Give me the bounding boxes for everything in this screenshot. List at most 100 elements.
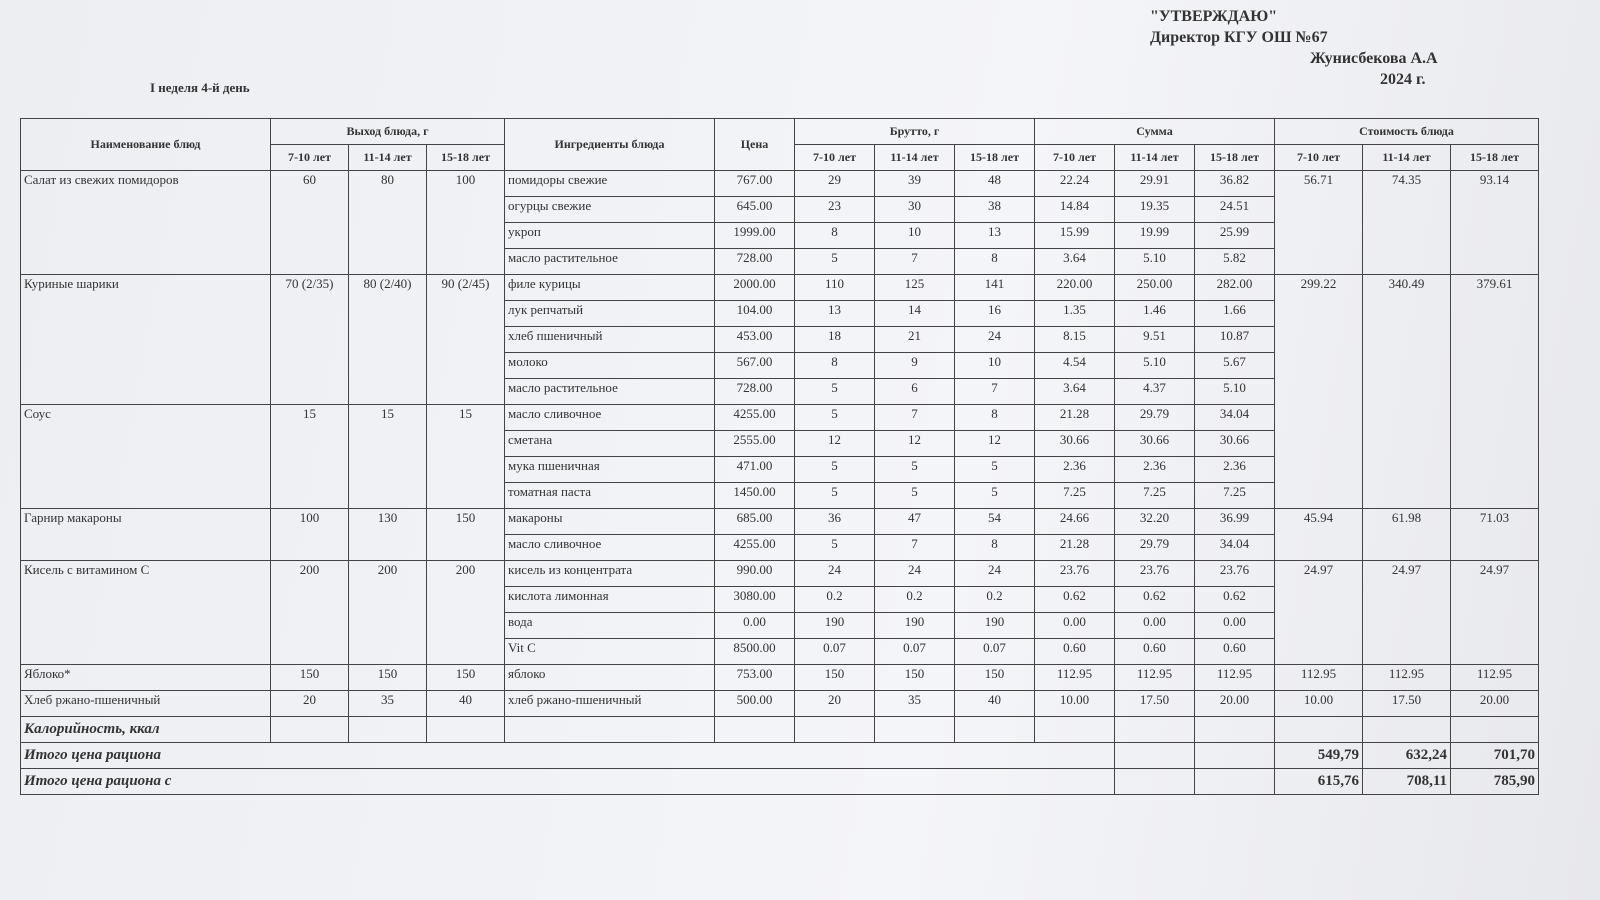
ingredient-value: 12: [874, 430, 955, 457]
ingredient-value: 21: [874, 326, 955, 353]
table-row: молоко 567.00 8 9 10 4.54 5.10 5.67: [21, 352, 1539, 379]
ingredient-name: молоко: [504, 352, 715, 379]
ingredient-value: 20.00: [1194, 690, 1275, 717]
age-header: 15-18 лет: [426, 144, 505, 171]
ingredient-value: 23: [794, 196, 875, 223]
header-cell: Цена: [714, 118, 795, 171]
ingredient-value: 0.00: [1034, 612, 1115, 639]
ingredient-value: 8.15: [1034, 326, 1115, 353]
table-row: вода 0.00 190 190 190 0.00 0.00 0.00: [21, 612, 1539, 639]
ingredient-value: 5.82: [1194, 248, 1275, 275]
empty-cell: [794, 716, 875, 743]
dish-output: 100: [270, 508, 349, 561]
dish-output: 70 (2/35): [270, 274, 349, 405]
ingredient-value: 34.04: [1194, 534, 1275, 561]
table-row: Кисель с витамином С 200 200 200 кисель из к…: [20, 560, 1539, 665]
empty-cell: [1194, 768, 1275, 795]
ingredient-value: 453.00: [714, 326, 795, 353]
ingredient-value: 125: [874, 274, 955, 301]
empty-cell: [1114, 716, 1195, 743]
ingredient-value: 24.51: [1194, 196, 1275, 223]
total-value: 785,90: [1450, 768, 1539, 795]
ingredient-value: 29: [794, 170, 875, 197]
age-header: 7-10 лет: [270, 144, 349, 171]
ingredient-value: 7.25: [1194, 482, 1275, 509]
empty-cell: [954, 716, 1035, 743]
ingredient-value: 0.60: [1194, 638, 1275, 665]
table-row: огурцы свежие 645.00 23 30 38 14.84 19.35 24.51: [21, 196, 1539, 223]
ingredient-value: 4255.00: [714, 534, 795, 561]
dish-output: 100: [426, 170, 505, 275]
ingredient-value: 500.00: [714, 690, 795, 717]
ingredient-value: 728.00: [714, 378, 795, 405]
ingredient-value: 20: [794, 690, 875, 717]
table-row: Салат из свежих помидоров 60 80 100 помидоры…: [20, 170, 1539, 275]
ingredient-value: 30.66: [1114, 430, 1195, 457]
dish-cost: 379.61: [1450, 274, 1539, 509]
age-header: 7-10 лет: [1274, 144, 1363, 171]
dish-cost: 24.97: [1450, 560, 1539, 665]
ingredient-value: 23.76: [1114, 560, 1195, 587]
calories-label: Калорийность, ккал: [20, 716, 271, 743]
dish-output: 80: [348, 170, 427, 275]
ingredient-value: 35: [874, 690, 955, 717]
ingredient-value: 0.2: [794, 586, 875, 613]
ingredient-value: 1999.00: [714, 222, 795, 249]
ingredient-value: 9.51: [1114, 326, 1195, 353]
ingredient-value: 40: [954, 690, 1035, 717]
ingredient-value: 5: [794, 248, 875, 275]
ingredient-value: 3.64: [1034, 248, 1115, 275]
total-value: 701,70: [1450, 742, 1539, 769]
dish-cost: 299.22: [1274, 274, 1363, 509]
ingredient-value: 5: [794, 456, 875, 483]
dish-output: 200: [426, 560, 505, 665]
ingredient-value: 29.79: [1114, 404, 1195, 431]
dish-output: 150: [426, 508, 505, 561]
ingredient-value: 14: [874, 300, 955, 327]
ingredient-name: кислота лимонная: [504, 586, 715, 613]
ingredient-value: 23.76: [1194, 560, 1275, 587]
empty-cell: [1034, 716, 1115, 743]
ingredient-name: масло сливочное: [504, 534, 715, 561]
ingredient-value: 5: [874, 482, 955, 509]
ingredient-value: 1.35: [1034, 300, 1115, 327]
ingredient-value: 5.10: [1114, 352, 1195, 379]
ingredient-value: 24: [954, 560, 1035, 587]
dish-cost: 93.14: [1450, 170, 1539, 275]
ingredient-value: 7: [874, 404, 955, 431]
dish-cost: 112.95: [1362, 664, 1451, 691]
ingredient-value: 0.2: [954, 586, 1035, 613]
table-row: Калорийность, ккал: [20, 716, 1539, 743]
ingredient-value: 8: [794, 222, 875, 249]
empty-cell: [348, 716, 427, 743]
ingredient-value: 38: [954, 196, 1035, 223]
dish-cost: 112.95: [1274, 664, 1363, 691]
approval-date: 2024 г.: [1380, 71, 1426, 88]
ingredient-value: 5: [874, 456, 955, 483]
dish-output: 60: [270, 170, 349, 275]
ingredient-value: 21.28: [1034, 534, 1115, 561]
ingredient-name: макароны: [504, 508, 715, 535]
ingredient-value: 10: [874, 222, 955, 249]
ingredient-value: 150: [794, 664, 875, 691]
ingredient-value: 24.66: [1034, 508, 1115, 535]
ingredient-value: 8: [954, 248, 1035, 275]
ingredient-name: яблоко: [504, 664, 715, 691]
ingredient-name: томатная паста: [504, 482, 715, 509]
dish-cost: 71.03: [1450, 508, 1539, 561]
dish-name: Соус: [20, 404, 271, 509]
ingredient-value: 9: [874, 352, 955, 379]
menu-table: Наименование блюд Выход блюда, г Ингредиен…: [20, 118, 1539, 795]
dish-output: 150: [348, 664, 427, 691]
ingredient-name: масло растительное: [504, 248, 715, 275]
ingredient-name: филе курицы: [504, 274, 715, 301]
ingredient-value: 5.10: [1114, 248, 1195, 275]
ingredient-value: 141: [954, 274, 1035, 301]
ingredient-value: 282.00: [1194, 274, 1275, 301]
age-header: 11-14 лет: [874, 144, 955, 171]
ingredient-name: сметана: [504, 430, 715, 457]
table-row: Гарнир макароны 100 130 150 макароны 685.00 36…: [20, 508, 1539, 561]
ingredient-value: 47: [874, 508, 955, 535]
ingredient-value: 0.62: [1114, 586, 1195, 613]
